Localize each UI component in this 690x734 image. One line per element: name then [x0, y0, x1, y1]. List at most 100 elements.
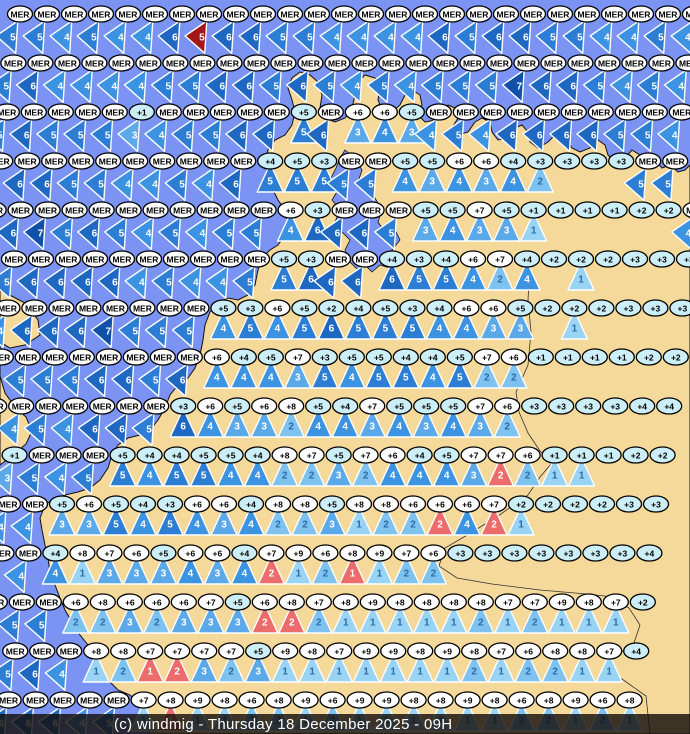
- svg-text:+4: +4: [441, 254, 451, 264]
- svg-text:+8: +8: [118, 646, 128, 656]
- svg-text:+8: +8: [436, 695, 446, 705]
- svg-text:+6: +6: [598, 695, 608, 705]
- svg-text:+3: +3: [616, 156, 626, 166]
- svg-text:MER: MER: [126, 352, 145, 362]
- svg-text:+7: +7: [226, 646, 236, 656]
- svg-text:6: 6: [32, 670, 38, 681]
- svg-text:+4: +4: [145, 450, 155, 460]
- svg-text:MER: MER: [85, 58, 104, 68]
- svg-text:+1: +1: [604, 450, 614, 460]
- svg-text:6: 6: [335, 229, 341, 240]
- svg-text:5: 5: [376, 372, 382, 383]
- svg-text:6: 6: [355, 278, 361, 289]
- svg-text:5: 5: [597, 82, 603, 93]
- svg-text:MER: MER: [119, 205, 138, 215]
- svg-text:MER: MER: [652, 58, 671, 68]
- svg-text:5: 5: [45, 376, 51, 387]
- svg-text:+1: +1: [577, 450, 587, 460]
- svg-text:MER: MER: [524, 9, 543, 19]
- svg-text:+6: +6: [435, 499, 445, 509]
- svg-text:5: 5: [71, 180, 77, 191]
- svg-text:MER: MER: [537, 107, 556, 117]
- svg-text:+5: +5: [502, 205, 512, 215]
- svg-text:6: 6: [389, 274, 395, 285]
- svg-text:+6: +6: [517, 695, 527, 705]
- svg-text:6: 6: [180, 376, 186, 387]
- svg-text:+3: +3: [610, 401, 620, 411]
- svg-text:+3: +3: [320, 352, 330, 362]
- svg-text:6: 6: [543, 82, 549, 93]
- svg-text:MER: MER: [65, 9, 84, 19]
- svg-text:MER: MER: [335, 205, 354, 215]
- svg-text:MER: MER: [18, 352, 37, 362]
- svg-text:5: 5: [146, 425, 152, 436]
- svg-text:MER: MER: [598, 58, 617, 68]
- svg-text:4: 4: [0, 523, 4, 534]
- svg-text:+8: +8: [341, 597, 351, 607]
- svg-text:MER: MER: [166, 58, 185, 68]
- svg-text:MER: MER: [0, 548, 11, 558]
- svg-text:1: 1: [451, 617, 457, 628]
- svg-text:+4: +4: [239, 352, 249, 362]
- svg-text:MER: MER: [470, 9, 489, 19]
- svg-text:6: 6: [119, 425, 125, 436]
- svg-text:3: 3: [423, 225, 429, 236]
- svg-text:MER: MER: [38, 205, 57, 215]
- svg-text:5: 5: [443, 274, 449, 285]
- svg-text:+4: +4: [354, 303, 364, 313]
- svg-text:1: 1: [578, 274, 584, 285]
- svg-text:+5: +5: [516, 303, 526, 313]
- svg-text:+1: +1: [610, 205, 620, 215]
- svg-text:+2: +2: [570, 303, 580, 313]
- svg-text:MER: MER: [99, 156, 118, 166]
- svg-text:MER: MER: [12, 597, 31, 607]
- svg-text:2: 2: [73, 617, 79, 628]
- svg-text:1: 1: [417, 666, 423, 677]
- svg-text:4: 4: [228, 470, 234, 481]
- svg-text:+5: +5: [381, 303, 391, 313]
- svg-text:1: 1: [444, 666, 450, 677]
- svg-text:MER: MER: [38, 9, 57, 19]
- svg-text:3: 3: [59, 519, 65, 530]
- svg-text:+2: +2: [638, 597, 648, 607]
- svg-text:2: 2: [383, 519, 389, 530]
- svg-text:+1: +1: [563, 352, 573, 362]
- svg-text:MER: MER: [99, 352, 118, 362]
- svg-text:3: 3: [234, 421, 240, 432]
- svg-text:3: 3: [181, 617, 187, 628]
- svg-text:+6: +6: [205, 401, 215, 411]
- svg-text:+7: +7: [267, 548, 277, 558]
- svg-text:3: 3: [295, 372, 301, 383]
- svg-text:+2: +2: [543, 303, 553, 313]
- svg-text:4: 4: [390, 470, 396, 481]
- svg-text:+8: +8: [280, 450, 290, 460]
- svg-text:+8: +8: [300, 499, 310, 509]
- svg-text:1: 1: [498, 666, 504, 677]
- svg-text:4: 4: [470, 274, 476, 285]
- svg-text:4: 4: [334, 33, 340, 44]
- svg-text:+1: +1: [590, 352, 600, 362]
- svg-text:+7: +7: [496, 646, 506, 656]
- svg-text:5: 5: [159, 327, 165, 338]
- svg-text:MER: MER: [591, 107, 610, 117]
- svg-text:3: 3: [255, 666, 261, 677]
- svg-text:+4: +4: [522, 254, 532, 264]
- svg-text:5: 5: [341, 180, 347, 191]
- svg-text:5: 5: [3, 82, 9, 93]
- svg-text:+6: +6: [125, 597, 135, 607]
- svg-text:+3: +3: [589, 156, 599, 166]
- svg-text:+5: +5: [400, 156, 410, 166]
- svg-text:+2: +2: [637, 205, 647, 215]
- svg-text:+8: +8: [78, 548, 88, 558]
- svg-text:MER: MER: [187, 303, 206, 313]
- svg-text:5: 5: [381, 82, 387, 93]
- svg-text:+8: +8: [409, 695, 419, 705]
- svg-text:2: 2: [497, 274, 503, 285]
- svg-text:1: 1: [93, 666, 99, 677]
- svg-text:MER: MER: [356, 254, 375, 264]
- svg-text:MER: MER: [328, 58, 347, 68]
- svg-text:+2: +2: [543, 499, 553, 509]
- svg-text:MER: MER: [254, 9, 273, 19]
- svg-text:2: 2: [289, 617, 295, 628]
- svg-text:+5: +5: [407, 107, 417, 117]
